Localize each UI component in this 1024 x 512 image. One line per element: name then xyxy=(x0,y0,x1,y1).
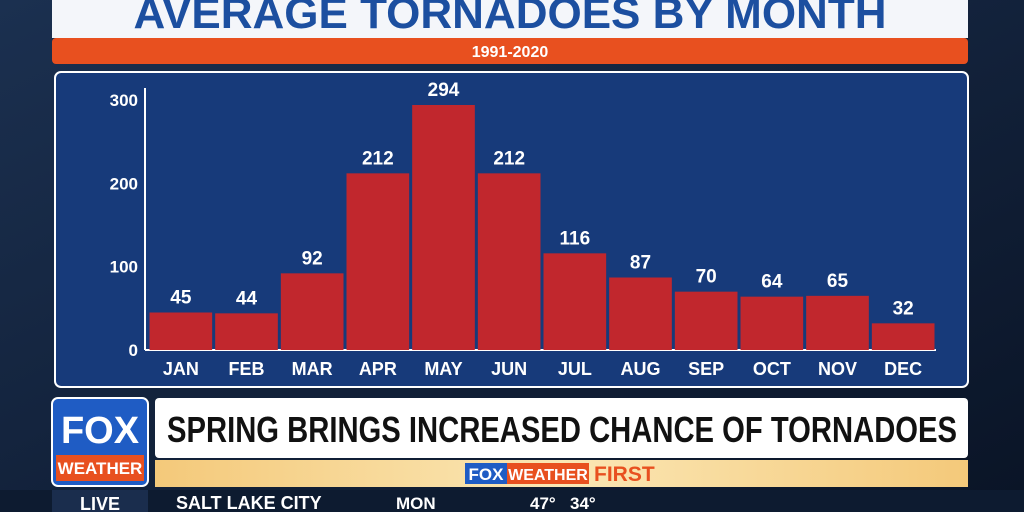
logo-weather-box xyxy=(56,455,144,481)
temp-high: 47° xyxy=(530,494,556,512)
x-tick-label: FEB xyxy=(229,359,265,379)
bar xyxy=(543,253,607,350)
x-tick-label: JUN xyxy=(491,359,527,379)
title-banner xyxy=(52,0,968,38)
value-label: 212 xyxy=(362,148,394,169)
x-tick-label: JAN xyxy=(163,359,199,379)
bar xyxy=(280,273,344,350)
value-label: 44 xyxy=(236,288,258,309)
ticker-bar xyxy=(0,490,1024,512)
bar xyxy=(215,313,278,350)
y-tick-label: 200 xyxy=(110,174,138,193)
chart-title: AVERAGE TORNADOES BY MONTH xyxy=(134,0,887,38)
value-label: 87 xyxy=(630,253,651,274)
subtitle-banner xyxy=(52,38,968,64)
y-tick-label: 0 xyxy=(129,341,138,360)
city: SALT LAKE CITY xyxy=(176,493,322,512)
x-tick-label: JUL xyxy=(558,359,592,379)
value-label: 116 xyxy=(560,228,591,249)
day: MON xyxy=(396,494,436,512)
headline-box xyxy=(155,398,968,458)
bar xyxy=(412,105,475,350)
bar xyxy=(740,296,804,350)
live-box xyxy=(52,490,148,512)
brand-weather-box xyxy=(507,463,589,484)
brand-first: FIRST xyxy=(594,463,655,486)
x-tick-label: NOV xyxy=(818,359,857,379)
value-label: 65 xyxy=(827,271,849,292)
brand-fox-box xyxy=(465,463,507,484)
logo-fox: FOX xyxy=(61,410,140,452)
x-tick-label: DEC xyxy=(884,359,922,379)
logo-weather: WEATHER xyxy=(58,459,143,478)
temp-low: 34° xyxy=(570,494,596,512)
x-tick-label: APR xyxy=(359,359,397,379)
x-tick-label: SEP xyxy=(688,359,724,379)
x-tick-label: OCT xyxy=(753,359,791,379)
bar xyxy=(609,277,672,350)
y-tick-label: 100 xyxy=(110,258,138,277)
brand-weather: WEATHER xyxy=(508,467,588,484)
value-label: 294 xyxy=(428,80,460,101)
chart-subtitle: 1991-2020 xyxy=(472,44,549,61)
plot: 0 100 200 300 JAN 45 FEB 44 MAR 92 APR 212 MAY 294 JUN… xyxy=(110,80,936,379)
x-tick-label: AUG xyxy=(621,359,661,379)
value-label: 70 xyxy=(696,267,717,288)
bar xyxy=(806,295,869,350)
bar xyxy=(149,312,213,350)
brand-fox: FOX xyxy=(469,465,505,484)
bar xyxy=(477,173,541,350)
value-label: 92 xyxy=(302,248,323,269)
y-tick-label: 300 xyxy=(110,91,138,110)
live-label: LIVE xyxy=(80,494,120,512)
value-label: 212 xyxy=(493,148,525,169)
bar xyxy=(674,291,738,350)
x-tick-label: MAR xyxy=(292,359,333,379)
bar xyxy=(871,323,935,350)
headline: SPRING BRINGS INCREASED CHANCE OF TORNAD… xyxy=(167,409,957,450)
value-label: 64 xyxy=(761,272,783,293)
value-label: 32 xyxy=(893,298,914,319)
bar xyxy=(346,173,410,350)
x-tick-label: MAY xyxy=(424,359,462,379)
value-label: 45 xyxy=(170,288,192,309)
